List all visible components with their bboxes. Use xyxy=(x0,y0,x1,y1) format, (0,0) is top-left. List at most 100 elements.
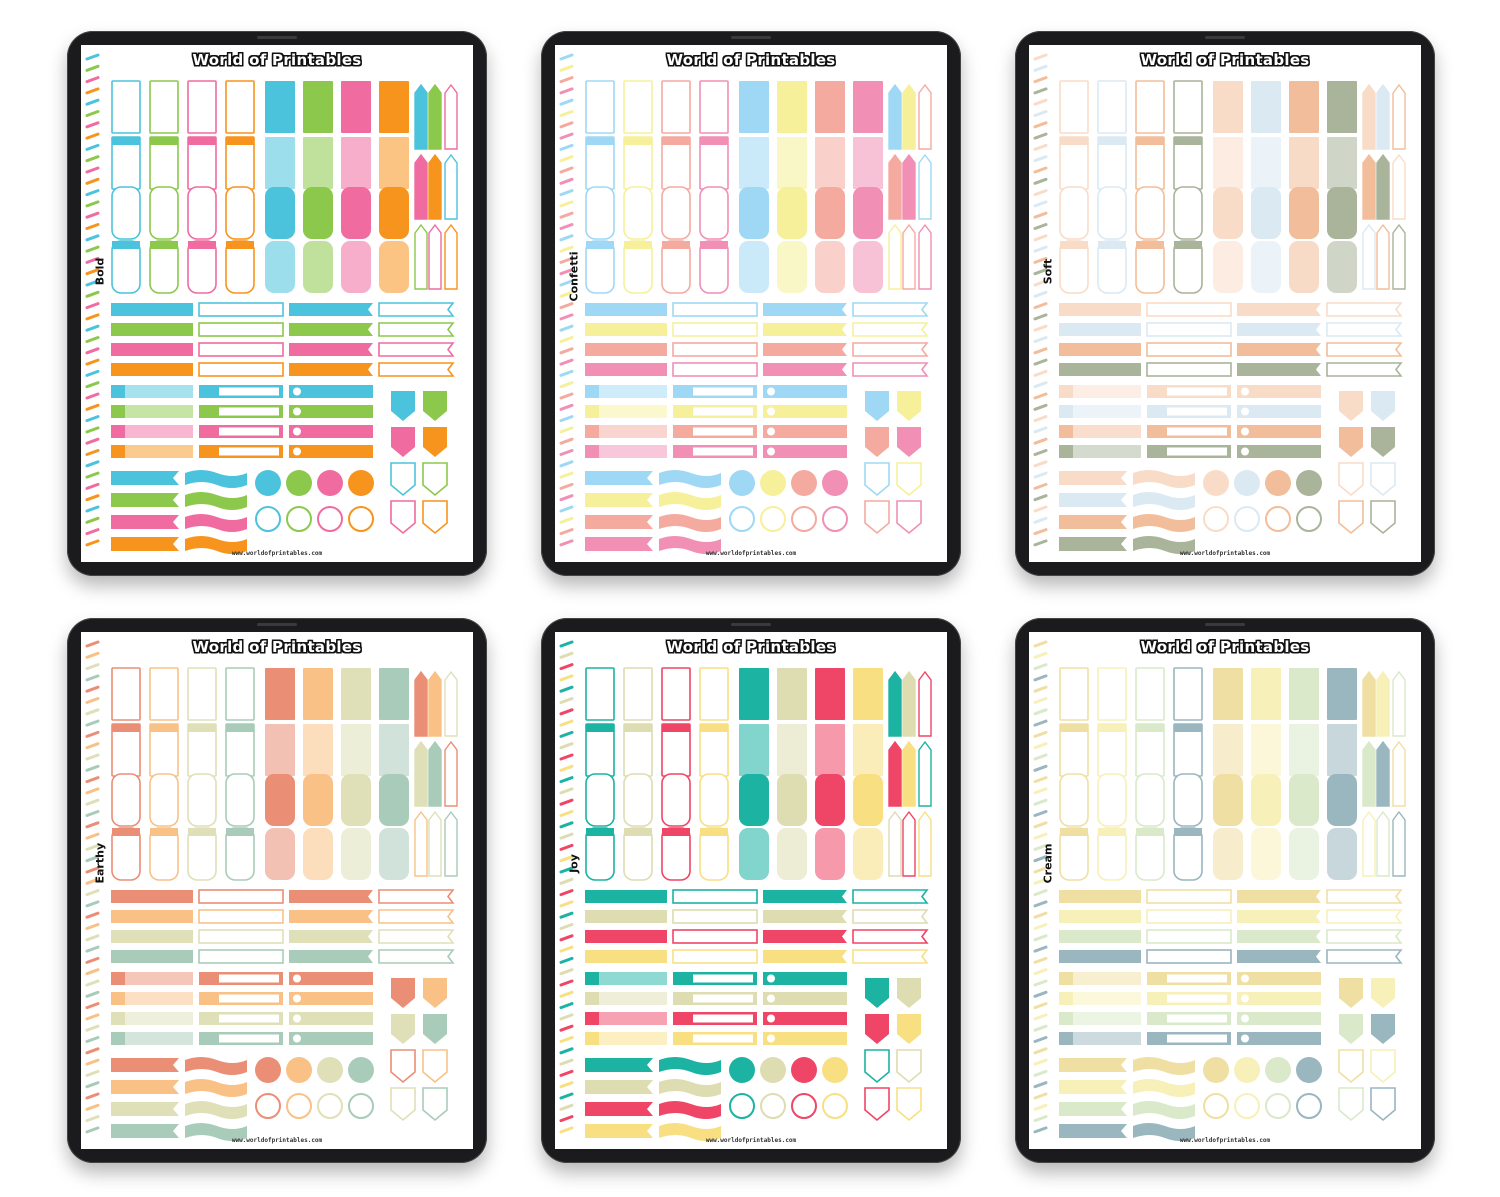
tall-sticker xyxy=(1251,137,1281,189)
label-window xyxy=(1167,1014,1227,1023)
ribbon-strip xyxy=(289,323,373,336)
spiral-coil xyxy=(85,381,100,389)
circle-outline xyxy=(729,1093,755,1119)
tall-sticker xyxy=(853,137,883,189)
dot xyxy=(293,407,301,416)
tall-sticker xyxy=(739,241,769,293)
wave-banner xyxy=(185,514,247,532)
spiral-coil xyxy=(85,843,100,851)
tab-flag xyxy=(585,1102,653,1116)
checkbox-strip xyxy=(1059,385,1141,398)
spiral-coil xyxy=(85,742,100,750)
dot-strip xyxy=(289,1012,373,1025)
wave-banner xyxy=(185,1101,247,1119)
spiral-coil xyxy=(1033,855,1048,863)
box-sticker xyxy=(623,186,653,240)
box-sticker xyxy=(623,80,653,134)
tab-flag xyxy=(1059,1058,1127,1072)
wave-banner xyxy=(659,492,721,510)
spiral-coil xyxy=(85,979,100,987)
spiral-coil xyxy=(85,415,100,423)
spiral-binding xyxy=(559,640,574,1134)
strip-sticker xyxy=(111,323,193,336)
spiral-coil xyxy=(85,674,100,682)
strip-outline xyxy=(198,929,284,944)
circle-outline xyxy=(348,506,374,532)
dot-strip xyxy=(289,1032,373,1045)
box-header xyxy=(112,137,140,145)
strip-sticker xyxy=(1059,930,1141,943)
tall-sticker xyxy=(341,81,371,133)
box-header xyxy=(112,828,140,836)
tall-sticker xyxy=(1289,724,1319,776)
spiral-coil xyxy=(85,708,100,716)
tall-sticker xyxy=(1213,724,1243,776)
palette-name: Soft xyxy=(1041,258,1055,285)
tablet-frame: World of Printables Earthy www.worldofpr… xyxy=(67,618,487,1163)
dot xyxy=(1241,974,1249,983)
camera-notch xyxy=(1205,36,1245,39)
shield-outline xyxy=(1370,1049,1396,1084)
spiral-coil xyxy=(559,87,574,95)
spiral-coil xyxy=(85,155,100,163)
spiral-coil xyxy=(1033,539,1048,547)
dot xyxy=(1241,994,1249,1003)
strip-sticker xyxy=(1059,890,1141,903)
tall-sticker xyxy=(1213,241,1243,293)
strip-outline xyxy=(672,909,758,924)
spiral-coil xyxy=(1033,64,1048,72)
ribbon-outline xyxy=(852,929,929,944)
checkbox-tab xyxy=(585,1032,599,1045)
shield-outline xyxy=(1338,500,1364,535)
spiral-coil xyxy=(1033,1002,1048,1010)
shield-sticker xyxy=(897,391,921,421)
spiral-coil xyxy=(1033,1103,1048,1111)
wave-banner xyxy=(185,536,247,554)
spiral-coil xyxy=(559,663,574,671)
dot xyxy=(293,427,301,436)
box-header xyxy=(150,724,178,732)
box-sticker xyxy=(187,773,217,827)
spiral-coil xyxy=(85,821,100,829)
spiral-coil xyxy=(559,121,574,129)
circle-outline xyxy=(1234,1093,1260,1119)
wave-banner xyxy=(185,1079,247,1097)
arrow-flag xyxy=(902,670,916,737)
label-window xyxy=(693,387,753,396)
box-sticker xyxy=(699,80,729,134)
arrow-flag xyxy=(1392,153,1406,220)
spiral-coil xyxy=(85,505,100,513)
tall-sticker xyxy=(739,774,769,826)
ribbon-strip xyxy=(1237,343,1321,356)
shield-outline xyxy=(1370,1087,1396,1122)
box-header xyxy=(586,828,614,836)
tall-sticker xyxy=(815,774,845,826)
spiral-coil xyxy=(1033,189,1048,197)
checkbox-strip xyxy=(1059,972,1141,985)
strip-sticker xyxy=(585,343,667,356)
strip-outline xyxy=(198,302,284,317)
spiral-coil xyxy=(559,923,574,930)
dot xyxy=(1241,427,1249,436)
dot xyxy=(767,1014,775,1023)
tab-flag xyxy=(1059,1124,1127,1138)
circle-sticker xyxy=(1265,470,1291,496)
checkbox-strip xyxy=(111,992,193,1005)
box-sticker xyxy=(699,667,729,721)
box-sticker xyxy=(623,773,653,827)
tall-sticker xyxy=(777,774,807,826)
spiral-coil xyxy=(559,358,574,366)
tall-sticker xyxy=(265,724,295,776)
arrow-flag xyxy=(1376,223,1390,290)
spiral-coil xyxy=(85,437,100,445)
arrow-flag xyxy=(888,83,902,150)
tall-sticker xyxy=(1251,81,1281,133)
label-window xyxy=(219,994,279,1003)
spiral-coil xyxy=(559,685,574,693)
box-header xyxy=(226,828,254,836)
spiral-coil xyxy=(559,347,574,355)
shield-outline xyxy=(896,500,922,535)
strip-sticker xyxy=(1059,303,1141,316)
box-sticker xyxy=(1135,773,1165,827)
wave-banner xyxy=(659,1123,721,1141)
